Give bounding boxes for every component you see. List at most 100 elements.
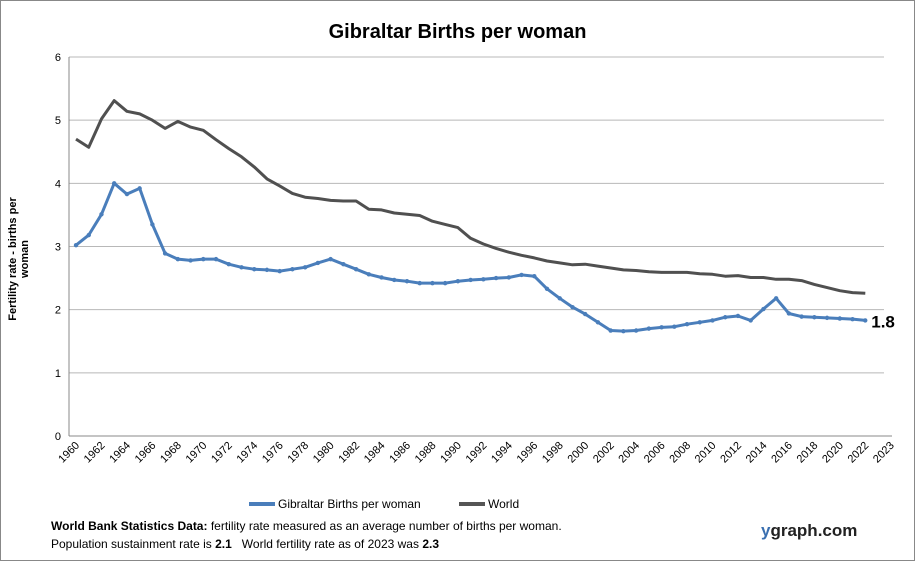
x-tick-label: 2000 xyxy=(566,440,592,466)
x-tick-label: 2023 xyxy=(871,440,897,466)
x-tick-label: 1970 xyxy=(184,440,210,466)
data-point xyxy=(506,275,512,280)
x-tick-label: 2012 xyxy=(718,440,744,466)
data-point xyxy=(315,260,321,266)
data-point xyxy=(430,280,435,286)
data-point xyxy=(544,286,550,292)
x-tick-label: 2018 xyxy=(795,440,821,466)
data-point xyxy=(353,267,359,272)
data-point xyxy=(392,277,397,283)
legend-swatch-gibraltar xyxy=(249,502,275,506)
x-tick-label: 2002 xyxy=(591,440,617,466)
data-point xyxy=(328,256,333,262)
x-tick-label: 1996 xyxy=(515,440,541,466)
data-point xyxy=(633,328,639,333)
x-tick-label: 1972 xyxy=(209,440,235,466)
footnote-line-2: Population sustainment rate is 2.1 World… xyxy=(51,537,439,551)
data-point xyxy=(366,272,371,277)
data-point xyxy=(137,186,142,191)
footnote-text: fertility rate measured as an average nu… xyxy=(207,519,562,533)
legend-item-world: World xyxy=(459,497,519,511)
data-point xyxy=(570,304,575,310)
x-tick-label: 1988 xyxy=(413,440,439,466)
data-point xyxy=(773,296,779,301)
x-tick-label: 2006 xyxy=(642,440,668,466)
x-tick-label: 1984 xyxy=(362,440,388,466)
data-point xyxy=(290,267,295,272)
data-point xyxy=(150,222,155,227)
y-tick-label: 5 xyxy=(55,115,61,127)
data-point xyxy=(468,277,473,283)
data-point xyxy=(659,325,664,330)
y-tick-label: 1 xyxy=(55,368,61,380)
y-tick-label: 2 xyxy=(55,305,61,317)
x-tick-label: 2014 xyxy=(744,440,770,466)
x-tick-label: 1998 xyxy=(540,440,566,466)
x-tick-label: 1966 xyxy=(133,440,159,466)
data-point xyxy=(557,296,562,301)
data-point xyxy=(481,277,486,282)
data-point xyxy=(111,181,117,186)
data-point xyxy=(608,328,613,333)
x-tick-label: 1980 xyxy=(311,440,337,466)
data-point xyxy=(761,306,766,312)
data-point xyxy=(239,265,244,270)
x-tick-label: 1968 xyxy=(158,440,184,466)
x-tick-label: 2004 xyxy=(616,440,642,466)
x-tick-label: 2010 xyxy=(693,440,719,466)
x-tick-label: 1986 xyxy=(387,440,413,466)
data-point xyxy=(812,315,817,320)
x-tick-label: 1976 xyxy=(260,440,286,466)
data-point xyxy=(252,267,257,272)
legend-swatch-world xyxy=(459,502,485,506)
data-point xyxy=(684,321,690,327)
data-point xyxy=(201,256,206,262)
data-point xyxy=(519,272,524,278)
x-tick-label: 1990 xyxy=(438,440,464,466)
footnote-text: Population sustainment rate is xyxy=(51,537,216,551)
data-point xyxy=(455,279,461,284)
data-point xyxy=(837,316,842,321)
series-line-world xyxy=(75,99,866,295)
x-tick-label: 2016 xyxy=(769,440,795,466)
x-tick-label: 1992 xyxy=(464,440,490,466)
data-point xyxy=(213,256,219,262)
x-tick-label: 1982 xyxy=(336,440,362,466)
data-point xyxy=(73,243,79,248)
data-point xyxy=(277,268,282,274)
data-point xyxy=(404,279,410,284)
data-point xyxy=(723,315,728,320)
data-point xyxy=(735,313,741,319)
x-tick-label: 1962 xyxy=(82,440,108,466)
data-point xyxy=(302,265,308,270)
x-tick-label: 2022 xyxy=(846,440,872,466)
data-point xyxy=(341,261,346,267)
sustainment-rate: 2.1 xyxy=(215,537,232,551)
footnote-text: World fertility rate as of 2023 was xyxy=(231,537,423,551)
y-tick-label: 3 xyxy=(55,242,61,254)
legend-item-gibraltar: Gibraltar Births per woman xyxy=(249,497,421,511)
data-point xyxy=(379,275,384,280)
data-point xyxy=(264,267,270,273)
data-point xyxy=(99,212,104,217)
data-point xyxy=(863,318,868,323)
x-tick-label: 1974 xyxy=(235,440,261,466)
data-point xyxy=(493,275,499,281)
x-tick-label: 1978 xyxy=(285,440,311,466)
brand-logo[interactable]: ygraph.com xyxy=(761,521,858,540)
x-tick-label: 2008 xyxy=(667,440,693,466)
footnote-source: World Bank Statistics Data: xyxy=(51,519,208,533)
data-point xyxy=(672,324,677,329)
data-point xyxy=(226,261,231,267)
data-point xyxy=(162,251,168,256)
data-point xyxy=(188,258,193,263)
x-tick-label: 2020 xyxy=(820,440,846,466)
data-point xyxy=(532,273,537,279)
data-point xyxy=(86,232,91,238)
data-point xyxy=(824,315,830,321)
chart-title: Gibraltar Births per woman xyxy=(328,21,587,43)
footnote-line-1: World Bank Statistics Data: fertility ra… xyxy=(51,519,562,533)
data-point xyxy=(786,311,792,316)
